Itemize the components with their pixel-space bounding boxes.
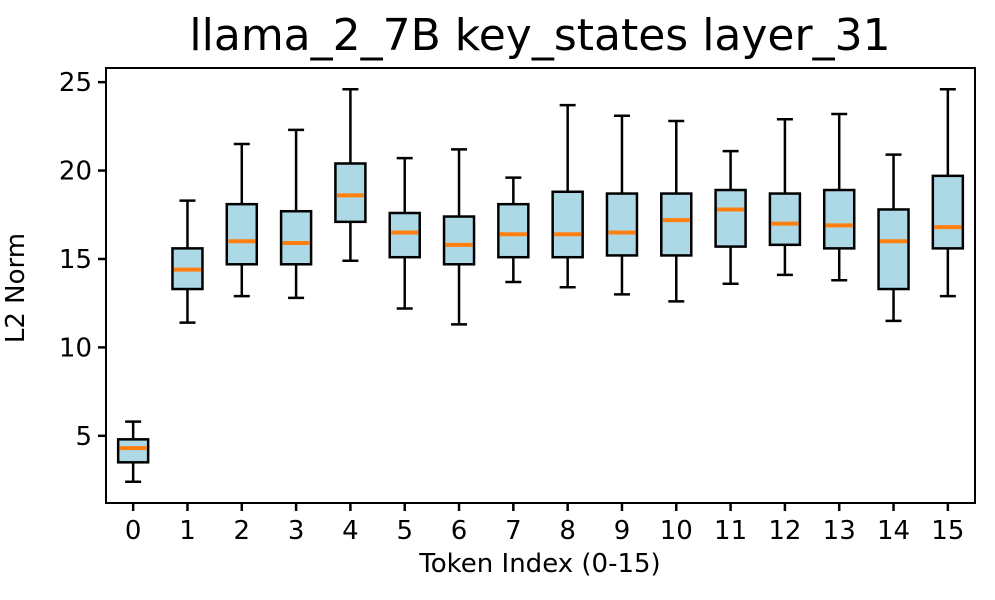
box-token-11 — [714, 188, 747, 248]
x-tick-label: 15 — [931, 516, 964, 546]
box-token-7 — [497, 202, 530, 259]
x-tick-label: 8 — [559, 516, 576, 546]
box-token-4 — [334, 162, 367, 224]
box-token-8 — [551, 190, 584, 259]
y-tick-label: 25 — [59, 68, 92, 98]
y-tick-label: 20 — [59, 157, 92, 187]
axes-frame — [105, 67, 976, 504]
x-tick-label: 9 — [614, 516, 631, 546]
x-tick-label: 6 — [451, 516, 468, 546]
box-token-14 — [877, 208, 910, 291]
chart-title: llama_2_7B key_states layer_31 — [189, 10, 890, 61]
x-tick-label: 5 — [396, 516, 413, 546]
x-tick-label: 13 — [823, 516, 856, 546]
x-tick-label: 2 — [234, 516, 251, 546]
x-tick-label: 12 — [768, 516, 801, 546]
x-tick-label: 11 — [714, 516, 747, 546]
x-tick-label: 4 — [342, 516, 359, 546]
x-tick-label: 0 — [125, 516, 142, 546]
x-tick-label: 7 — [505, 516, 522, 546]
y-tick-label: 5 — [75, 422, 92, 452]
box-token-0 — [116, 438, 150, 464]
y-tick-label: 10 — [59, 333, 92, 363]
box-token-2 — [225, 202, 259, 266]
box-token-12 — [768, 192, 802, 247]
x-tick-label: 14 — [877, 516, 910, 546]
box-token-6 — [442, 215, 476, 266]
x-tick-label: 1 — [179, 516, 196, 546]
box-token-9 — [605, 192, 639, 257]
box-token-3 — [279, 209, 313, 266]
y-tick-label: 15 — [59, 245, 92, 275]
x-axis-label: Token Index (0-15) — [418, 549, 660, 579]
x-tick-label: 3 — [288, 516, 305, 546]
box-token-10 — [660, 192, 693, 257]
y-axis-label: L2 Norm — [1, 233, 31, 343]
box-token-13 — [822, 188, 856, 250]
box-token-5 — [388, 211, 421, 259]
box-token-15 — [931, 174, 965, 250]
x-tick-label: 10 — [660, 516, 693, 546]
